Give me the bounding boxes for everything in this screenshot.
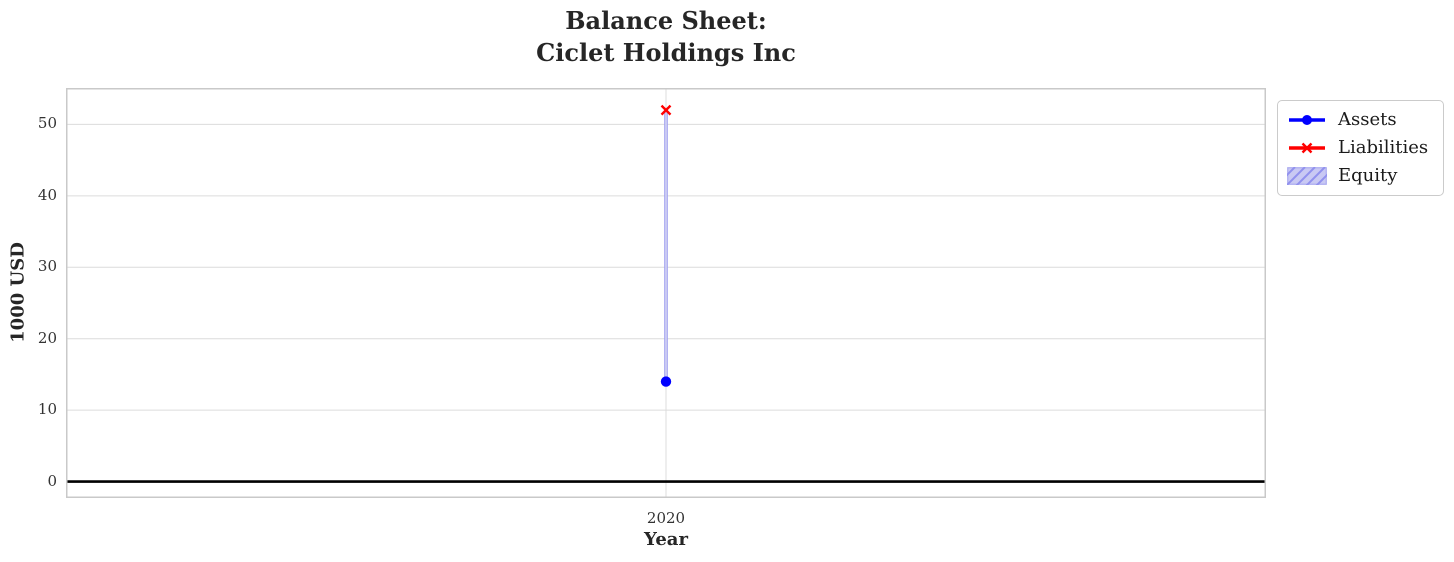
legend: Assets Liabilities Equity bbox=[1277, 100, 1444, 196]
plot-border bbox=[66, 88, 1266, 498]
equity-patch-swatch bbox=[1287, 167, 1327, 185]
legend-item-equity: Equity bbox=[1287, 164, 1434, 188]
x-axis-label: Year bbox=[644, 529, 688, 550]
y-tick-label: 30 bbox=[37, 257, 57, 276]
y-tick-label: 0 bbox=[47, 471, 57, 490]
legend-label-liabilities: Liabilities bbox=[1338, 137, 1429, 158]
y-tick-label: 40 bbox=[37, 185, 57, 204]
legend-item-assets: Assets bbox=[1287, 108, 1434, 132]
legend-item-liabilities: Liabilities bbox=[1287, 136, 1434, 160]
liabilities-x-marker-icon bbox=[1301, 142, 1313, 154]
y-tick-label: 50 bbox=[37, 114, 57, 133]
legend-label-equity: Equity bbox=[1338, 165, 1398, 186]
y-axis-ticks: 0 10 20 30 40 50 bbox=[0, 0, 57, 562]
assets-line-swatch bbox=[1289, 115, 1325, 125]
plot-area bbox=[66, 88, 1266, 498]
chart-title-line2: Ciclet Holdings Inc bbox=[536, 38, 796, 67]
y-tick-label: 10 bbox=[37, 400, 57, 419]
legend-label-assets: Assets bbox=[1338, 109, 1397, 130]
assets-marker bbox=[660, 376, 672, 387]
assets-circle-marker-icon bbox=[1302, 115, 1312, 125]
equity-hatch-icon bbox=[1287, 167, 1327, 185]
y-tick-label: 20 bbox=[37, 328, 57, 347]
x-tick-label: 2020 bbox=[646, 509, 686, 527]
chart-title: Balance Sheet: Ciclet Holdings Inc bbox=[66, 5, 1266, 69]
equity-bar bbox=[664, 109, 668, 382]
chart-title-line1: Balance Sheet: bbox=[565, 6, 767, 35]
liabilities-line-swatch bbox=[1289, 142, 1325, 154]
liabilities-marker bbox=[660, 104, 672, 116]
